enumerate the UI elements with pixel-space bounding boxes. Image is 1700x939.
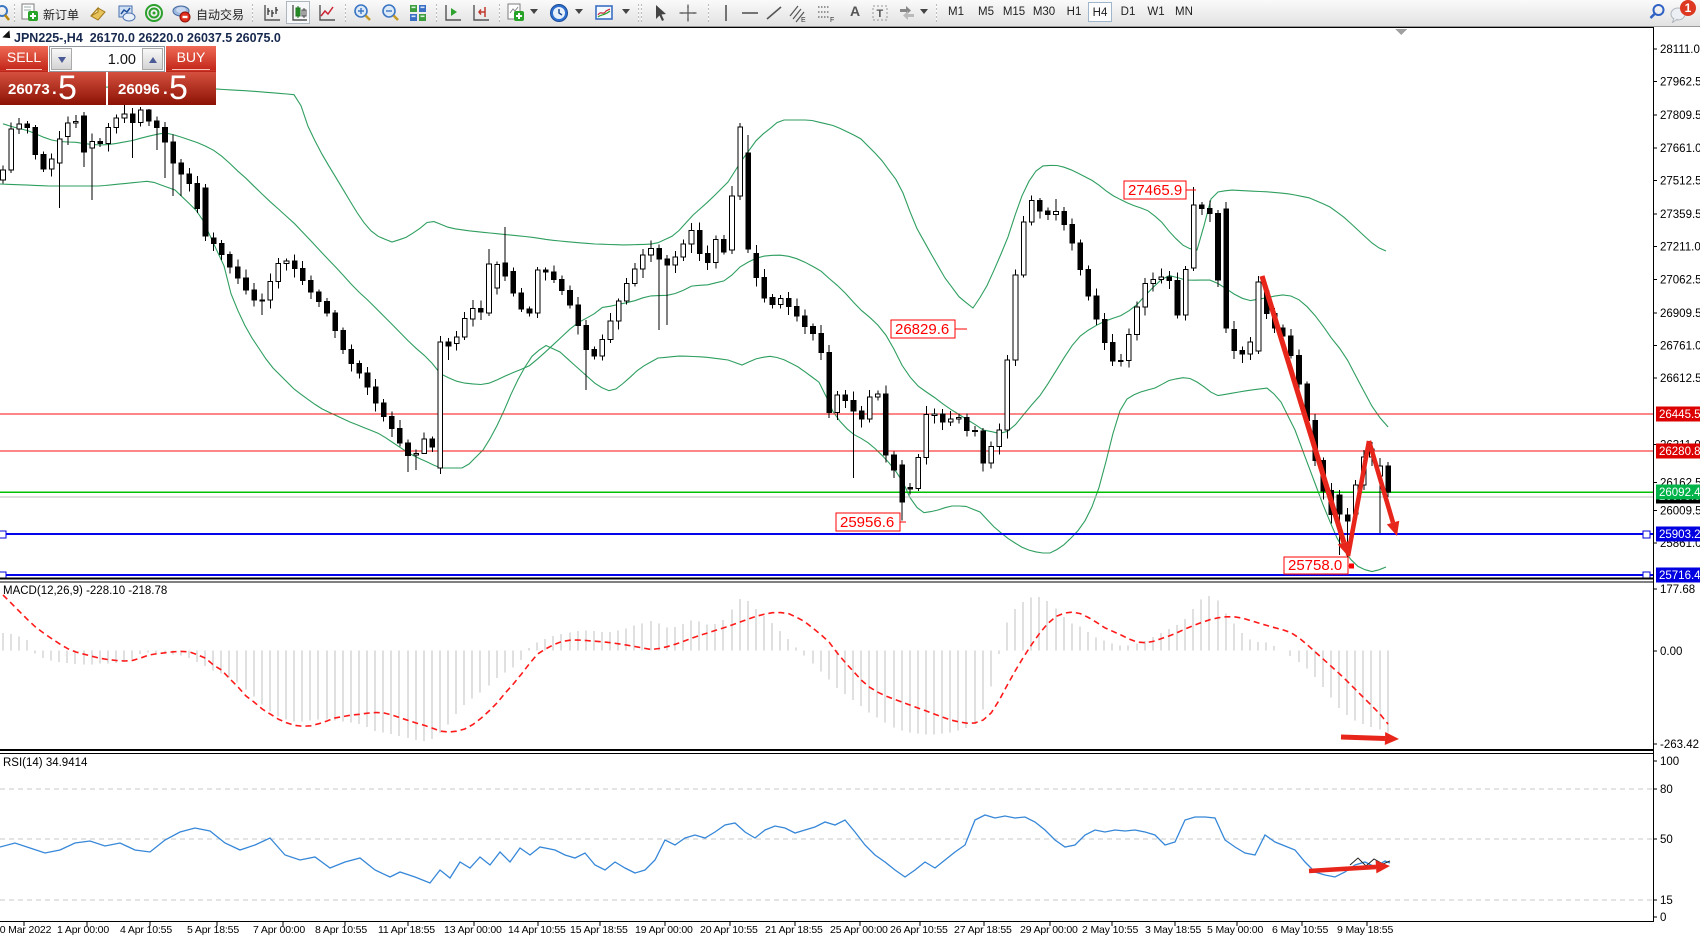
svg-text:27512.5: 27512.5 [1660,175,1700,187]
svg-text:27211.0: 27211.0 [1660,242,1700,254]
svg-text:14 Apr 10:55: 14 Apr 10:55 [508,924,566,936]
svg-text:27 Apr 18:55: 27 Apr 18:55 [954,924,1012,936]
svg-text:30 Mar 2022: 30 Mar 2022 [0,924,52,936]
svg-text:29 Apr 00:00: 29 Apr 00:00 [1020,924,1078,936]
svg-text:26829.6: 26829.6 [895,321,949,338]
svg-text:T: T [877,8,884,20]
svg-text:6 May 10:55: 6 May 10:55 [1272,924,1328,936]
svg-text:3 May 18:55: 3 May 18:55 [1145,924,1201,936]
svg-text:27809.5: 27809.5 [1660,110,1700,122]
svg-text:25758.0: 25758.0 [1288,557,1342,574]
svg-text:0: 0 [1660,912,1666,924]
svg-text:25 Apr 00:00: 25 Apr 00:00 [830,924,888,936]
svg-text:25956.6: 25956.6 [840,514,894,531]
svg-text:177.68: 177.68 [1660,584,1695,596]
svg-text:5 May 00:00: 5 May 00:00 [1207,924,1263,936]
svg-text:25716.4: 25716.4 [1659,570,1700,582]
svg-text:28111.0: 28111.0 [1660,44,1700,56]
svg-text:26 Apr 10:55: 26 Apr 10:55 [890,924,948,936]
svg-text:F: F [830,17,834,23]
svg-text:-263.42: -263.42 [1660,739,1699,751]
svg-text:27359.5: 27359.5 [1660,209,1700,221]
svg-text:21 Apr 18:55: 21 Apr 18:55 [765,924,823,936]
svg-text:15: 15 [1660,895,1673,907]
svg-text:27661.0: 27661.0 [1660,143,1700,155]
svg-text:25903.2: 25903.2 [1659,529,1700,541]
svg-text:5 Apr 18:55: 5 Apr 18:55 [187,924,239,936]
svg-text:7 Apr 00:00: 7 Apr 00:00 [253,924,305,936]
svg-text:4 Apr 10:55: 4 Apr 10:55 [120,924,172,936]
svg-text:100: 100 [1660,756,1679,768]
svg-text:26761.0: 26761.0 [1660,341,1700,353]
svg-text:13 Apr 00:00: 13 Apr 00:00 [444,924,502,936]
svg-text:8 Apr 10:55: 8 Apr 10:55 [315,924,367,936]
svg-text:0.00: 0.00 [1660,646,1682,658]
svg-text:26092.4: 26092.4 [1659,487,1700,499]
svg-text:2 May 10:55: 2 May 10:55 [1082,924,1138,936]
svg-text:RSI(14) 34.9414: RSI(14) 34.9414 [3,757,88,769]
svg-text:1 Apr 00:00: 1 Apr 00:00 [57,924,109,936]
svg-text:26009.5: 26009.5 [1660,506,1700,518]
svg-text:27962.5: 27962.5 [1660,77,1700,89]
svg-text:9 May 18:55: 9 May 18:55 [1337,924,1393,936]
svg-text:15 Apr 18:55: 15 Apr 18:55 [570,924,628,936]
svg-text:26612.5: 26612.5 [1660,373,1700,385]
svg-text:E: E [801,17,806,23]
svg-text:MACD(12,26,9) -228.10 -218.78: MACD(12,26,9) -228.10 -218.78 [3,585,167,597]
svg-text:26445.5: 26445.5 [1659,409,1700,421]
svg-text:50: 50 [1660,834,1673,846]
svg-text:27465.9: 27465.9 [1128,182,1182,199]
svg-text:26280.8: 26280.8 [1659,446,1700,458]
svg-text:11 Apr 18:55: 11 Apr 18:55 [378,924,435,936]
svg-text:27062.5: 27062.5 [1660,274,1700,286]
svg-text:19 Apr 00:00: 19 Apr 00:00 [635,924,693,936]
svg-text:26909.5: 26909.5 [1660,308,1700,320]
svg-text:20 Apr 10:55: 20 Apr 10:55 [700,924,758,936]
svg-text:80: 80 [1660,784,1673,796]
